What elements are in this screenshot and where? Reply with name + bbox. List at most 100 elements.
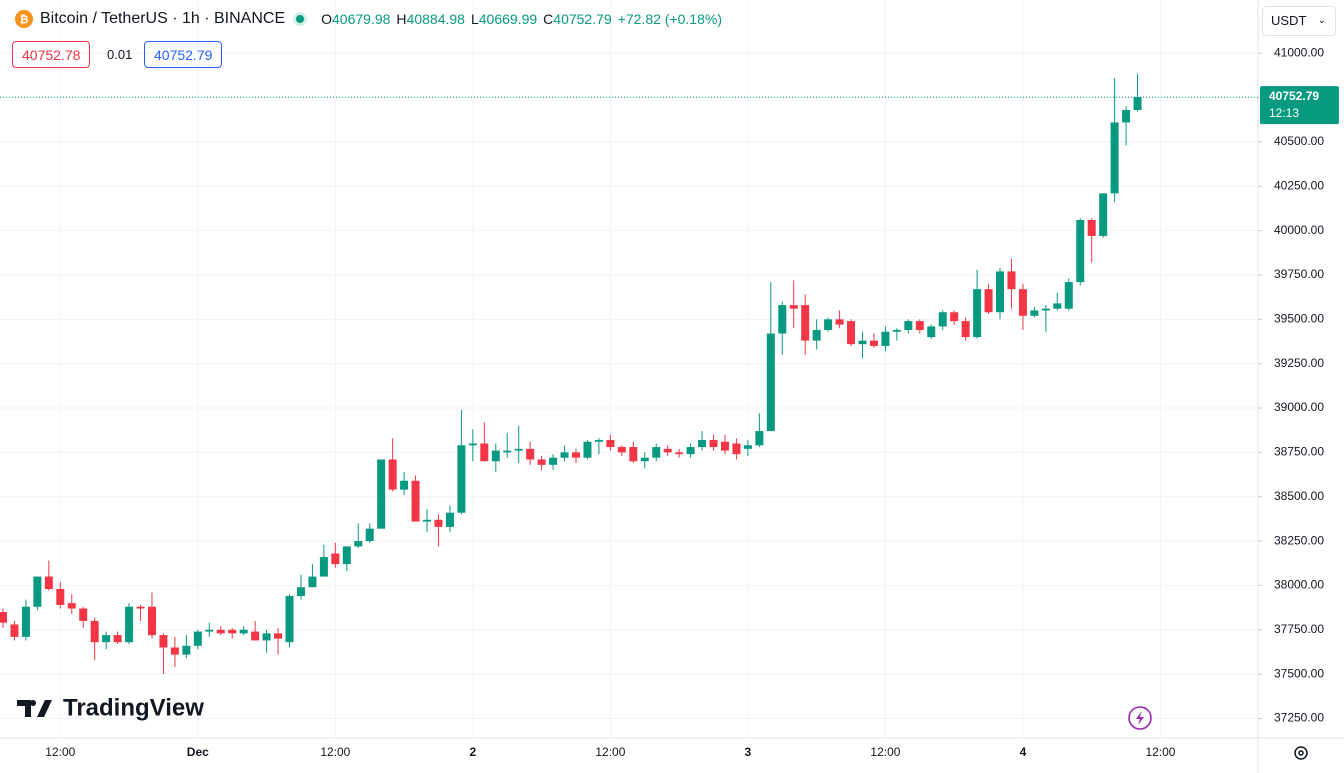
low-label: L — [470, 11, 479, 27]
y-tick-label: 40250.00 — [1274, 178, 1324, 192]
x-tick-label: 4 — [1020, 745, 1027, 759]
candle — [400, 471, 409, 495]
candle — [147, 592, 156, 639]
candle — [640, 452, 649, 469]
candle — [251, 620, 260, 641]
candle-body — [1053, 303, 1062, 309]
lightning-icon[interactable] — [1136, 711, 1144, 725]
candle-body — [285, 596, 294, 643]
candle-body — [102, 635, 111, 643]
candle-body — [847, 321, 856, 345]
candle — [572, 448, 580, 464]
candle — [319, 544, 328, 577]
candle — [136, 604, 145, 621]
candle-body — [491, 450, 500, 462]
lightning-circle[interactable] — [1128, 706, 1152, 730]
candle-body — [331, 553, 340, 565]
candle-body — [755, 431, 764, 446]
candle-body — [296, 587, 305, 597]
close-value: 40752.79 — [553, 11, 612, 27]
change-value: +72.82 (+0.18%) — [617, 11, 722, 27]
candle — [526, 441, 535, 465]
candle — [354, 523, 363, 549]
candle-body — [239, 629, 248, 634]
symbol-title[interactable]: Bitcoin / TetherUS · 1h · BINANCE — [40, 10, 286, 27]
chevron[interactable]: ⌄ — [1317, 15, 1326, 26]
candle — [617, 445, 626, 456]
x-tick-label: 12:00 — [45, 745, 75, 759]
x-tick-label: Dec — [187, 745, 209, 759]
gear[interactable] — [1294, 746, 1308, 760]
candle-body — [1133, 97, 1142, 110]
y-tick-label: 38750.00 — [1274, 445, 1324, 459]
candle-body — [342, 546, 351, 565]
last-price-box — [1260, 86, 1339, 125]
candle-body — [629, 447, 638, 462]
currency-dropdown[interactable]: USDT ⌄ — [1262, 6, 1336, 36]
candle — [766, 282, 775, 432]
candle — [663, 445, 672, 456]
candle — [90, 617, 99, 660]
currency[interactable]: USDT — [1271, 13, 1307, 28]
candle-body — [743, 445, 752, 449]
last-price-label: 40752.79 — [1269, 89, 1319, 103]
candle-body — [274, 633, 283, 639]
y-tick-label: 38000.00 — [1274, 578, 1324, 592]
candle-body — [262, 633, 271, 641]
candle — [812, 319, 821, 350]
candle-body — [938, 312, 947, 327]
candle — [560, 445, 569, 462]
candle-body — [789, 305, 798, 309]
candle — [480, 422, 489, 462]
settings-button[interactable] — [1294, 746, 1308, 760]
candle-body — [881, 331, 890, 346]
candle-body — [377, 459, 386, 529]
candle-body — [812, 329, 821, 341]
candle-body — [400, 480, 409, 490]
open-label: O — [321, 11, 333, 27]
candle-body — [90, 620, 99, 643]
y-tick-label: 39750.00 — [1274, 267, 1324, 281]
candle-body — [319, 557, 328, 577]
x-tick-label: 12:00 — [320, 745, 350, 759]
spread: 0.01 — [107, 47, 133, 62]
candle — [961, 317, 970, 341]
high-label: H — [396, 11, 407, 27]
candle-body — [801, 305, 810, 341]
candle-body — [950, 312, 959, 322]
candle — [10, 620, 19, 641]
status-dot — [293, 12, 308, 26]
bid-button[interactable]: 40752.78 — [12, 41, 91, 68]
candle-body — [537, 459, 546, 465]
candle-body — [869, 340, 878, 346]
candle — [1007, 259, 1016, 309]
candle-body — [961, 321, 970, 338]
candle-body — [904, 321, 913, 330]
ask-button[interactable]: 40752.79 — [144, 41, 223, 68]
candle-body — [1110, 122, 1119, 194]
candle — [228, 628, 237, 639]
candle — [835, 310, 844, 329]
candle-body — [216, 629, 225, 634]
candle-body — [835, 319, 844, 325]
logo: TradingView — [17, 694, 204, 721]
candle-body — [583, 441, 592, 458]
candle — [0, 608, 7, 629]
candle — [44, 560, 53, 591]
candle — [491, 443, 500, 472]
candle-body — [33, 576, 42, 607]
candle-body — [606, 439, 615, 448]
candle — [113, 631, 122, 644]
candle-body — [617, 447, 626, 453]
candle — [1064, 278, 1073, 311]
lightning-button[interactable] — [1128, 706, 1152, 730]
candle — [170, 636, 179, 668]
candle-body — [732, 443, 741, 455]
candle — [1053, 292, 1062, 311]
candle-body — [21, 606, 30, 637]
candle — [411, 475, 420, 522]
gear-center[interactable] — [1298, 750, 1304, 756]
candle — [629, 441, 638, 464]
candle — [262, 629, 271, 653]
